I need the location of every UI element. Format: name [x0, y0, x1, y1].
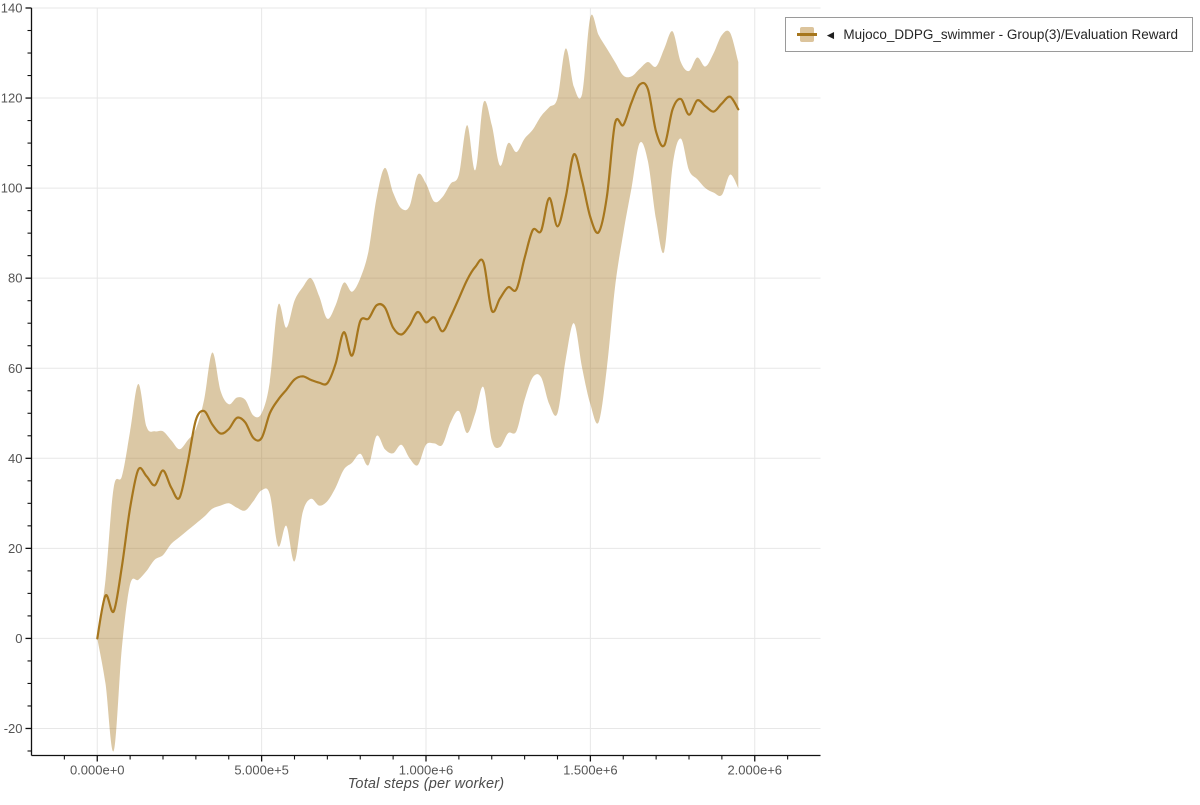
legend-line-swatch — [797, 33, 818, 36]
confidence-band — [97, 14, 739, 752]
y-tick-label: -20 — [4, 721, 23, 736]
x-tick-label: 1.500e+6 — [563, 763, 618, 778]
y-tick-label: 40 — [8, 451, 22, 466]
gridlines — [31, 7, 821, 756]
x-axis-title: Total steps (per worker) — [347, 776, 505, 792]
legend-collapse-icon[interactable]: ◄ — [824, 27, 837, 42]
legend[interactable]: ◄ Mujoco_DDPG_swimmer - Group(3)/Evaluat… — [785, 17, 1193, 52]
y-tick-label: 20 — [8, 541, 22, 556]
y-tick-label: 80 — [8, 271, 22, 286]
x-tick-label: 2.000e+6 — [727, 763, 782, 778]
x-tick-label: 0.000e+0 — [70, 763, 125, 778]
y-tick-label: 60 — [8, 361, 22, 376]
x-tick-label: 1.000e+6 — [399, 763, 454, 778]
legend-swatch-icon — [797, 27, 818, 42]
y-tick-label: 120 — [1, 91, 23, 106]
series-line — [96, 81, 740, 640]
x-tick-label: 5.000e+5 — [234, 763, 289, 778]
plot-area — [96, 14, 740, 752]
y-tick-label: 140 — [1, 1, 23, 16]
axes: 0.000e+0 5.000e+5 1.000e+6 1.500e+6 2.000e+6… — [1, 1, 821, 778]
y-tick-label: 100 — [1, 181, 23, 196]
y-tick-label: 0 — [15, 631, 22, 646]
legend-series-label: Mujoco_DDPG_swimmer - Group(3)/Evaluatio… — [843, 27, 1178, 42]
